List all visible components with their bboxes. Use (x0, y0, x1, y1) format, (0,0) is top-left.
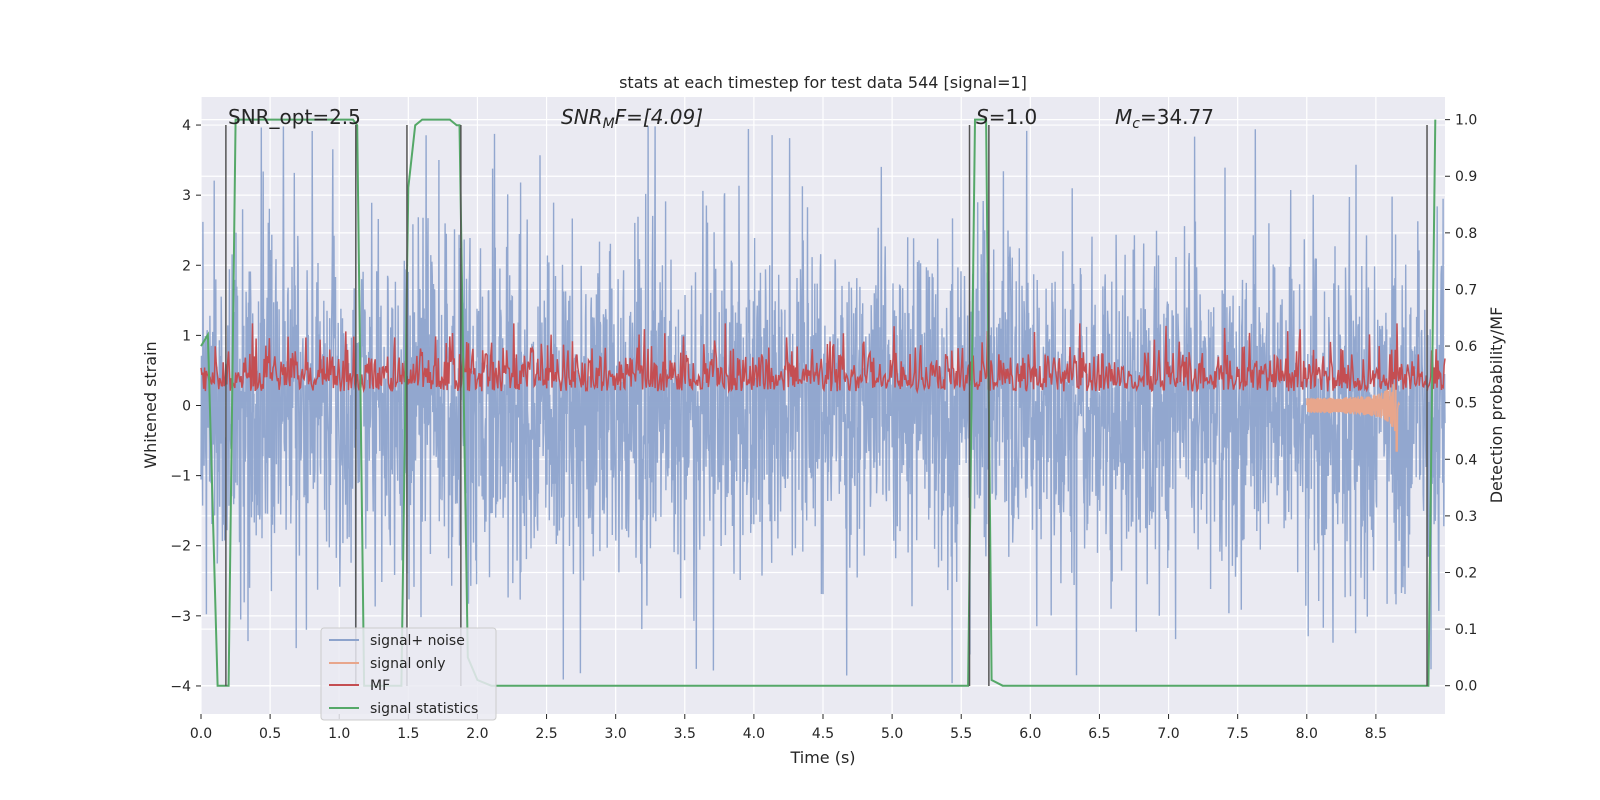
x-tick-label-12: 6.0 (1019, 726, 1041, 742)
legend-label-signal-statistics: signal statistics (370, 701, 478, 717)
x-tick-label-13: 6.5 (1088, 726, 1110, 742)
axes-layer: 0.0 0.5 1.0 1.5 2.0 2.5 3.0 3.5 4.0 4.5 5.0 5.5 6.0 6… (170, 113, 1477, 742)
x-tick-label-8: 4.0 (743, 726, 765, 742)
annotation-mc-prefix: M (1115, 105, 1132, 129)
series-layer (200, 118, 1446, 687)
annotation-snr-mf-prefix: SNR (561, 105, 603, 129)
y-axis-label: Whitened strain (141, 341, 160, 468)
y2-tick-label-8: 0.2 (1455, 565, 1477, 581)
annotation-mc-suffix: =34.77 (1140, 105, 1214, 129)
x-tick-label-3: 1.5 (397, 726, 419, 742)
y-tick-label-2: 2 (182, 258, 191, 274)
y2-axis-label: Detection probability/MF (1487, 307, 1506, 504)
y-tick-label-7: −3 (170, 609, 191, 625)
y2-tick-label-4: 0.6 (1455, 339, 1477, 355)
x-tick-label-9: 4.5 (812, 726, 834, 742)
y-tick-label-3: 1 (182, 328, 191, 344)
x-tick-label-11: 5.5 (950, 726, 972, 742)
legend-label-signal-noise: signal+ noise (370, 633, 465, 649)
legend-label-signal-only: signal only (370, 656, 445, 672)
y2-tick-label-2: 0.8 (1455, 226, 1477, 242)
annotation-mc: Mc=34.77 (1115, 105, 1214, 132)
x-tick-label-0: 0.0 (190, 726, 212, 742)
legend: signal+ noise signal only MF signal stat… (320, 627, 497, 721)
y2-tick-label-6: 0.4 (1455, 452, 1477, 468)
x-tick-label-1: 0.5 (259, 726, 281, 742)
y-tick-label-8: −4 (170, 679, 191, 695)
x-tick-label-10: 5.0 (881, 726, 903, 742)
y-tick-label-1: 3 (182, 188, 191, 204)
annotation-s-prefix: S (976, 105, 989, 129)
x-tick-label-7: 3.5 (674, 726, 696, 742)
series-signal-noise (200, 125, 1446, 684)
x-tick-label-17: 8.5 (1365, 726, 1387, 742)
legend-label-mf: MF (370, 678, 390, 694)
x-tick-label-6: 3.0 (605, 726, 627, 742)
x-tick-label-15: 7.5 (1227, 726, 1249, 742)
annotation-s: S=1.0 (976, 105, 1037, 129)
x-axis-label: Time (s) (789, 748, 855, 767)
annotation-snr-mf-sub: M (603, 116, 615, 132)
annotation-snr-mf-suffix: F=[4.09] (615, 105, 703, 129)
y2-tick-label-9: 0.1 (1455, 622, 1477, 638)
y-tick-label-5: −1 (170, 469, 191, 485)
y-tick-label-4: 0 (182, 399, 191, 415)
x-tick-label-4: 2.0 (466, 726, 488, 742)
annotation-snr-opt: SNR_opt=2.5 (228, 105, 361, 129)
series-signal-statistics (200, 118, 1437, 687)
x-tick-label-5: 2.5 (535, 726, 557, 742)
annotation-snr-mf: SNRMF=[4.09] (561, 105, 703, 132)
legend-box (320, 627, 497, 721)
y2-tick-label-3: 0.7 (1455, 282, 1477, 298)
annotation-mc-sub: c (1132, 116, 1140, 132)
x-tick-label-16: 8.0 (1296, 726, 1318, 742)
x-tick-label-2: 1.0 (328, 726, 350, 742)
y-tick-label-0: 4 (182, 118, 191, 134)
y2-tick-label-0: 1.0 (1455, 113, 1477, 129)
chart-title: stats at each timestep for test data 544… (619, 73, 1027, 92)
y2-tick-label-1: 0.9 (1455, 169, 1477, 185)
y-tick-label-6: −2 (170, 539, 191, 555)
vertical-markers (225, 125, 1428, 686)
x-tick-label-14: 7.0 (1157, 726, 1179, 742)
series-signal-only (1306, 370, 1401, 452)
y2-tick-label-10: 0.0 (1455, 679, 1477, 695)
annotation-s-suffix: =1.0 (989, 105, 1038, 129)
series-mf (200, 323, 1446, 395)
y2-tick-label-5: 0.5 (1455, 396, 1477, 412)
y2-tick-label-7: 0.3 (1455, 509, 1477, 525)
